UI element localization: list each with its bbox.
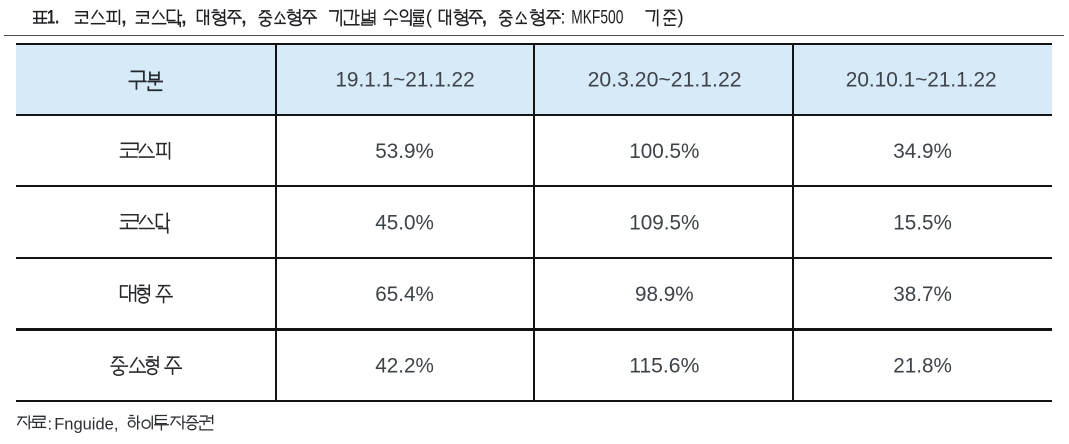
- svg-text:20.3.20~21.1.22: 20.3.20~21.1.22: [588, 69, 742, 92]
- svg-text:,: ,: [482, 7, 487, 28]
- svg-text:115.6%: 115.6%: [629, 354, 699, 377]
- svg-text:38.7%: 38.7%: [893, 283, 952, 306]
- svg-text::: :: [560, 7, 565, 28]
- svg-text:MKF500: MKF500: [571, 7, 623, 28]
- svg-text:15.5%: 15.5%: [893, 211, 952, 234]
- svg-text:100.5%: 100.5%: [629, 140, 699, 163]
- svg-text:,: ,: [121, 7, 126, 28]
- svg-text:53.9%: 53.9%: [375, 140, 434, 163]
- svg-text:Fnguide,: Fnguide,: [54, 416, 118, 434]
- svg-text:45.0%: 45.0%: [375, 211, 434, 234]
- svg-text:1.: 1.: [47, 7, 59, 28]
- svg-text:20.10.1~21.1.22: 20.10.1~21.1.22: [846, 69, 997, 92]
- svg-text:,: ,: [241, 7, 246, 28]
- svg-text:(: (: [426, 7, 433, 28]
- svg-text::: :: [48, 416, 53, 434]
- svg-text:): ): [677, 7, 683, 28]
- svg-text:42.2%: 42.2%: [375, 354, 434, 377]
- svg-text:,: ,: [181, 7, 186, 28]
- svg-text:98.9%: 98.9%: [635, 283, 694, 306]
- svg-text:34.9%: 34.9%: [893, 140, 952, 163]
- svg-text:19.1.1~21.1.22: 19.1.1~21.1.22: [335, 69, 474, 92]
- svg-text:109.5%: 109.5%: [629, 211, 699, 234]
- svg-text:65.4%: 65.4%: [375, 283, 434, 306]
- svg-text:21.8%: 21.8%: [893, 354, 952, 377]
